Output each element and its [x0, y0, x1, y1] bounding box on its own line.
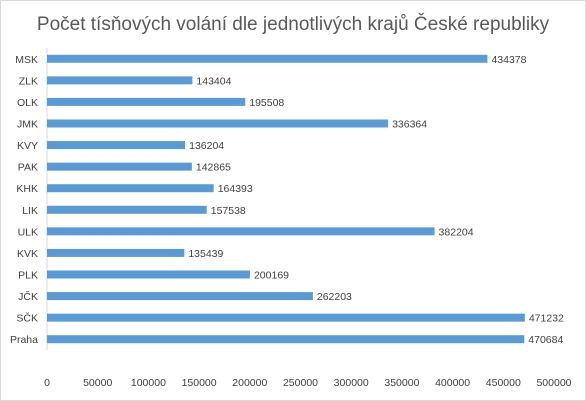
data-label: 143404	[196, 75, 231, 87]
x-tick-label: 50000	[83, 377, 112, 389]
category-label: OLK	[17, 97, 38, 109]
data-label: 382204	[439, 226, 474, 238]
category-label: KVY	[17, 140, 38, 152]
data-label: 195508	[249, 97, 284, 109]
x-tick-label: 300000	[334, 377, 369, 389]
x-tick-label: 250000	[283, 377, 318, 389]
category-label: ULK	[18, 226, 38, 238]
category-label: ZLK	[19, 75, 38, 87]
bar	[47, 205, 207, 214]
x-tick-label: 450000	[486, 377, 521, 389]
x-tick-label: 500000	[536, 377, 571, 389]
category-label: PLK	[18, 270, 38, 282]
x-tick-label: 100000	[131, 377, 166, 389]
bar	[47, 248, 185, 257]
x-tick-label: 0	[44, 377, 50, 389]
category-label: JČK	[18, 290, 38, 303]
bar	[47, 76, 193, 85]
data-label: 470684	[528, 334, 563, 346]
x-tick-label: 200000	[232, 377, 267, 389]
bar	[47, 313, 525, 322]
bar	[47, 227, 435, 236]
bar	[47, 119, 389, 128]
category-label: SČK	[16, 312, 38, 325]
data-label: 142865	[196, 162, 231, 174]
bar	[47, 141, 186, 150]
bar	[47, 335, 525, 344]
data-label: 157538	[211, 205, 246, 217]
bar	[47, 162, 192, 171]
data-label: 471232	[529, 313, 564, 325]
data-label: 136204	[189, 140, 224, 152]
bar	[47, 292, 313, 301]
category-label: KVK	[17, 248, 38, 260]
category-label: Praha	[10, 334, 38, 346]
x-tick-label: 150000	[182, 377, 217, 389]
category-label: LIK	[22, 205, 38, 217]
x-tick-label: 350000	[384, 377, 419, 389]
category-label: JMK	[17, 119, 38, 131]
data-label: 200169	[254, 270, 289, 282]
chart-title: Počet tísňových volání dle jednotlivých …	[36, 14, 550, 35]
x-tick-label: 400000	[435, 377, 470, 389]
category-label: KHK	[16, 183, 38, 195]
category-label: PAK	[18, 162, 38, 174]
data-label: 164393	[218, 183, 253, 195]
category-label: MSK	[15, 54, 38, 66]
bar	[47, 97, 246, 106]
bar	[47, 184, 214, 193]
data-label: 434378	[491, 54, 526, 66]
data-label: 262203	[317, 291, 352, 303]
data-label: 135439	[188, 248, 223, 260]
data-label: 336364	[392, 119, 427, 131]
bar	[47, 270, 250, 279]
bar	[47, 54, 488, 63]
